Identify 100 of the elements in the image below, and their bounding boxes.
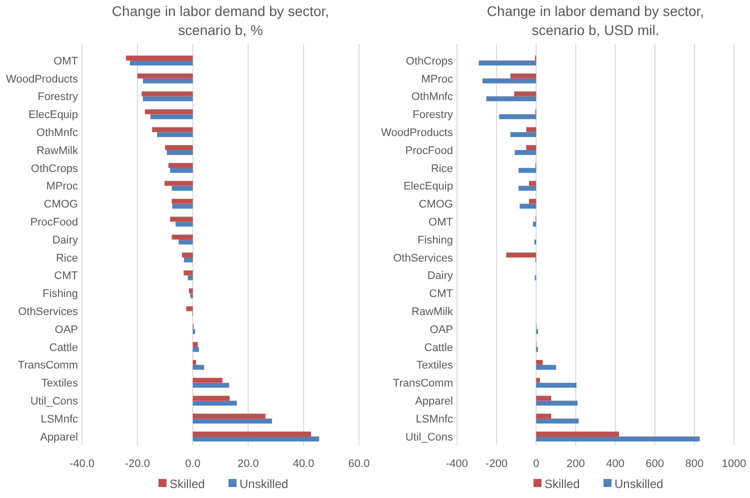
bar	[526, 145, 536, 150]
bar	[182, 252, 193, 258]
y-tick-label: OthServices	[393, 252, 454, 264]
x-tick-label: -20.0	[124, 458, 150, 470]
bar	[166, 150, 193, 155]
y-tick-label: Dairy	[52, 234, 78, 246]
x-tick-label: 60.0	[348, 458, 370, 470]
y-tick-label: ProcFood	[30, 216, 78, 228]
bar	[536, 378, 540, 383]
x-tick-label: 40.0	[292, 458, 314, 470]
bar	[514, 150, 536, 155]
bar	[172, 234, 193, 240]
bar	[190, 293, 193, 298]
bar	[130, 60, 193, 66]
legend-label: Skilled	[544, 477, 580, 491]
bar	[499, 114, 536, 120]
x-tick-label: -40.0	[69, 458, 95, 470]
y-tick-label: Rice	[430, 162, 453, 175]
bar	[176, 222, 193, 227]
y-tick-label: CMT	[54, 270, 78, 282]
bar	[192, 364, 204, 370]
y-tick-label: WoodProducts	[6, 73, 78, 86]
bar	[150, 114, 193, 120]
bar	[142, 78, 193, 84]
bar	[506, 252, 536, 258]
y-tick-label: ProcFood	[405, 144, 453, 157]
legend-label: Unskilled	[614, 477, 664, 491]
y-tick-label: Util_Cons	[405, 431, 454, 444]
bar	[192, 436, 320, 442]
y-tick-label: WoodProducts	[381, 126, 454, 139]
y-tick-label: Fishing	[418, 234, 453, 246]
x-tick-label: 20.0	[237, 458, 259, 470]
bar	[192, 346, 199, 352]
y-tick-label: Rice	[56, 252, 78, 264]
bar	[142, 96, 193, 102]
y-tick-label: OMT	[428, 216, 454, 228]
x-tick-label: -400	[446, 458, 468, 470]
bar	[192, 342, 198, 347]
y-tick-label: OthCrops	[30, 162, 78, 175]
bar	[165, 145, 193, 150]
bar	[536, 414, 552, 419]
bar	[168, 163, 193, 168]
bar	[482, 78, 536, 84]
y-tick-label: Cattle	[49, 342, 78, 354]
bar	[172, 204, 193, 209]
bar	[172, 186, 193, 191]
bar	[518, 186, 536, 191]
x-tick-label: 400	[606, 458, 624, 470]
bar	[532, 222, 536, 227]
bar	[126, 56, 193, 61]
y-tick-label: LSMnfc	[40, 413, 78, 426]
y-tick-label: Textiles	[416, 360, 454, 372]
x-tick-label: -200	[486, 458, 508, 470]
bar	[137, 73, 193, 78]
bar	[536, 364, 556, 370]
bar	[192, 329, 196, 334]
bar	[536, 400, 578, 406]
y-tick-label: Dairy	[427, 270, 454, 282]
x-tick-label: 800	[685, 458, 704, 470]
bar	[178, 240, 193, 244]
y-tick-label: OAP	[54, 324, 78, 336]
bar	[526, 127, 536, 132]
bar	[192, 400, 237, 406]
bar	[144, 109, 193, 114]
y-tick-label: OMT	[54, 55, 78, 68]
x-tick-label: 600	[646, 458, 664, 470]
y-tick-label: Util_Cons	[30, 396, 78, 408]
bar	[192, 414, 266, 419]
bar	[192, 396, 230, 401]
y-tick-label: OthMnfc	[411, 91, 454, 104]
y-tick-label: CMT	[429, 288, 454, 300]
y-tick-label: Apparel	[40, 431, 78, 444]
bar	[536, 436, 700, 442]
bar	[188, 288, 193, 294]
y-tick-label: Forestry	[412, 109, 454, 122]
chart-title: Change in labor demand by sector, scenario b, %	[112, 3, 330, 38]
x-tick-label: 200	[566, 458, 585, 470]
bar	[536, 382, 577, 388]
bar	[536, 418, 579, 424]
y-tick-label: ElecEquip	[28, 109, 78, 122]
y-tick-label: Fishing	[42, 288, 78, 300]
chart-title: Change in labor demand by sector, scenario b, USD mil.	[486, 3, 704, 38]
bar	[188, 275, 193, 280]
bar	[510, 73, 536, 78]
bar	[536, 396, 552, 401]
bar	[192, 382, 230, 388]
y-tick-label: MProc	[46, 180, 78, 193]
y-tick-label: CMOG	[418, 198, 453, 211]
x-tick-label: 1000	[722, 458, 746, 470]
bar	[164, 180, 193, 186]
bar	[172, 198, 193, 204]
bar	[520, 204, 536, 209]
y-tick-label: Textiles	[41, 378, 78, 390]
bar	[536, 432, 620, 436]
bar	[486, 96, 536, 102]
y-tick-label: OthMnfc	[36, 126, 78, 139]
y-tick-label: ElecEquip	[403, 180, 453, 193]
y-tick-label: OthServices	[18, 306, 78, 318]
bar	[518, 168, 536, 173]
y-tick-label: Apparel	[415, 396, 453, 408]
